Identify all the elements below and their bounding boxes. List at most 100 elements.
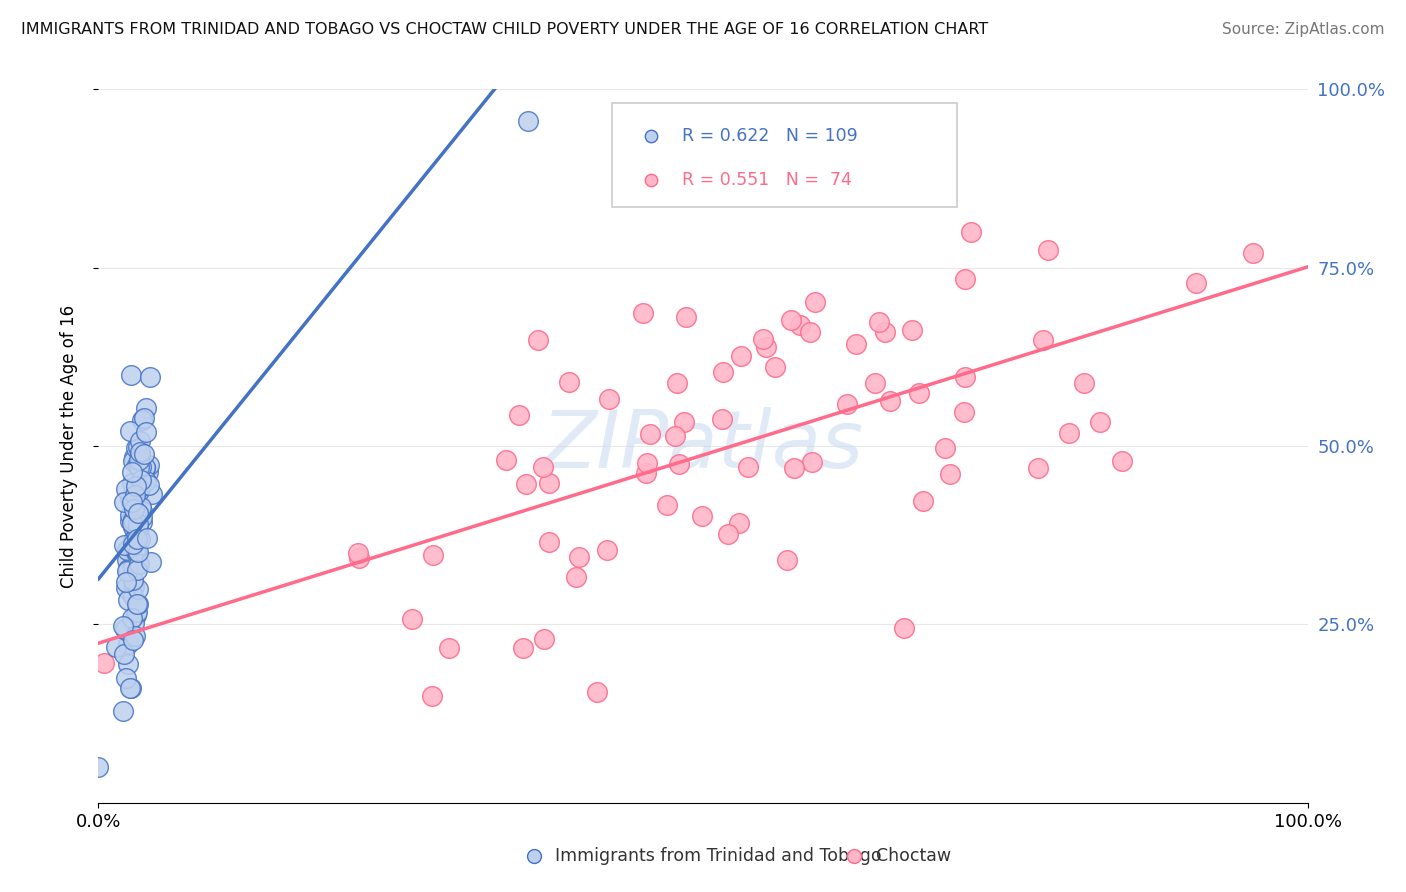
Point	[124, 509, 146, 524]
Point	[783, 460, 806, 475]
Point	[132, 447, 155, 461]
Point	[804, 294, 827, 309]
Point	[129, 460, 152, 475]
Point	[1088, 415, 1111, 429]
Point	[675, 310, 697, 324]
Point	[960, 225, 983, 239]
Point	[636, 456, 658, 470]
Point	[531, 459, 554, 474]
Text: ZIPatlas: ZIPatlas	[541, 407, 865, 485]
Point	[512, 640, 534, 655]
Point	[728, 516, 751, 531]
Point	[128, 434, 150, 449]
Text: R = 0.551   N =  74: R = 0.551 N = 74	[682, 171, 852, 189]
Point	[420, 689, 443, 703]
Point	[1111, 454, 1133, 468]
Point	[523, 849, 546, 863]
Point	[117, 657, 139, 671]
Point	[131, 504, 153, 518]
Point	[128, 452, 150, 467]
Point	[1028, 460, 1050, 475]
Point	[127, 582, 149, 597]
Point	[125, 533, 148, 547]
Point	[1073, 376, 1095, 391]
Point	[799, 325, 821, 339]
Point	[120, 681, 142, 696]
Point	[134, 460, 156, 475]
Point	[558, 376, 581, 390]
Point	[121, 558, 143, 573]
Point	[121, 476, 143, 491]
Point	[134, 411, 156, 425]
Point	[508, 408, 530, 422]
Point	[131, 515, 153, 529]
Point	[127, 517, 149, 532]
Point	[118, 508, 141, 523]
Point	[939, 467, 962, 482]
Point	[955, 272, 977, 286]
Point	[122, 498, 145, 512]
Point	[121, 537, 143, 551]
Point	[127, 506, 149, 520]
Point	[115, 543, 138, 558]
Point	[527, 333, 550, 347]
Point	[633, 306, 655, 320]
Point	[124, 547, 146, 561]
Point	[122, 573, 145, 587]
Point	[955, 369, 977, 384]
Text: Choctaw: Choctaw	[876, 847, 950, 865]
Point	[118, 514, 141, 528]
Point	[118, 681, 141, 695]
Point	[131, 413, 153, 427]
Point	[835, 397, 858, 411]
Point	[125, 479, 148, 493]
Point	[780, 313, 803, 327]
Point	[1059, 425, 1081, 440]
Point	[114, 482, 136, 496]
Point	[657, 498, 679, 512]
Point	[125, 545, 148, 559]
Point	[128, 484, 150, 499]
Point	[127, 545, 149, 559]
Point	[121, 632, 143, 647]
Y-axis label: Child Poverty Under the Age of 16: Child Poverty Under the Age of 16	[59, 304, 77, 588]
Point	[124, 502, 146, 516]
Point	[131, 500, 153, 515]
Point	[122, 513, 145, 527]
Point	[125, 605, 148, 619]
Point	[666, 376, 689, 391]
Point	[124, 533, 146, 547]
Point	[879, 394, 901, 409]
Point	[121, 611, 143, 625]
Point	[138, 478, 160, 492]
Point	[141, 487, 163, 501]
Point	[129, 477, 152, 491]
Point	[690, 508, 713, 523]
Point	[565, 570, 588, 584]
Point	[129, 533, 152, 547]
Point	[111, 704, 134, 718]
Point	[112, 538, 135, 552]
Point	[120, 368, 142, 382]
Point	[135, 425, 157, 439]
Point	[121, 515, 143, 529]
Point	[127, 598, 149, 612]
Point	[124, 501, 146, 516]
Point	[122, 536, 145, 550]
Point	[120, 424, 142, 438]
Point	[125, 442, 148, 456]
Point	[125, 608, 148, 623]
Point	[640, 173, 662, 187]
Point	[127, 522, 149, 536]
Point	[122, 579, 145, 593]
Point	[596, 543, 619, 558]
Point	[105, 640, 128, 654]
Point	[115, 574, 138, 589]
Point	[763, 359, 786, 374]
Point	[127, 597, 149, 611]
Point	[638, 426, 661, 441]
Point	[730, 349, 752, 363]
Point	[533, 632, 555, 647]
Point	[122, 590, 145, 604]
Point	[122, 543, 145, 558]
